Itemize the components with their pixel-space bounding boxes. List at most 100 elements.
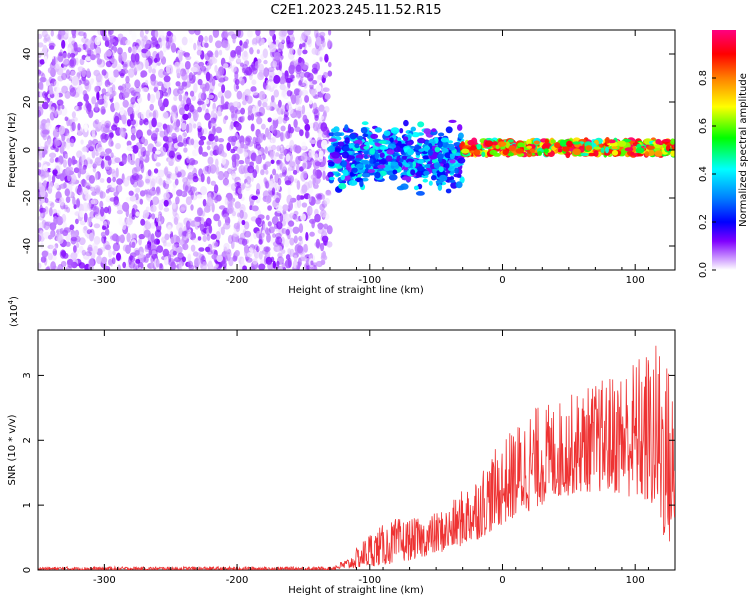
heatmap-cell: [241, 219, 246, 226]
heatmap-cell: [279, 83, 286, 91]
heatmap-cell: [346, 163, 351, 171]
heatmap-cell: [206, 141, 211, 146]
heatmap-cell: [111, 84, 116, 93]
heatmap-cell: [537, 151, 542, 156]
heatmap-cell: [270, 159, 275, 165]
heatmap-cell: [40, 85, 44, 91]
heatmap-cell: [128, 190, 134, 196]
heatmap-cell: [236, 147, 244, 155]
heatmap-cell: [207, 196, 214, 207]
heatmap-cell: [321, 160, 327, 167]
heatmap-cell: [70, 236, 78, 242]
heatmap-cell: [122, 63, 128, 70]
heatmap-cell: [112, 242, 120, 252]
heatmap-cell: [189, 117, 195, 127]
heatmap-cell: [416, 166, 425, 171]
heatmap-cell: [105, 60, 112, 68]
heatmap-cell: [125, 244, 131, 254]
heatmap-cell: [131, 214, 136, 220]
heatmap-cell: [526, 145, 532, 149]
heatmap-cell: [131, 31, 137, 41]
heatmap-cell: [168, 141, 173, 150]
heatmap-cell: [156, 245, 164, 253]
heatmap-cell: [206, 62, 212, 70]
heatmap-cell: [87, 244, 93, 252]
heatmap-cell: [293, 88, 300, 96]
heatmap-cell: [131, 110, 135, 119]
heatmap-cell: [217, 170, 225, 181]
heatmap-cell: [231, 154, 237, 163]
heatmap-cell: [258, 69, 264, 78]
heatmap-cell: [122, 201, 130, 212]
y-tick-label: 0: [22, 567, 33, 573]
heatmap-cell: [41, 30, 48, 38]
heatmap-cell: [412, 161, 416, 168]
heatmap-cell: [84, 122, 88, 133]
heatmap-cell: [176, 222, 184, 232]
heatmap-cell: [64, 90, 71, 99]
heatmap-cell: [165, 242, 172, 247]
heatmap-cell: [151, 68, 156, 75]
heatmap-x-axis-label: Height of straight line (km): [288, 285, 424, 296]
heatmap-cell: [142, 39, 150, 50]
heatmap-cell: [83, 32, 87, 39]
heatmap-cell: [316, 194, 323, 201]
heatmap-cell: [449, 176, 455, 181]
heatmap-cell: [273, 52, 281, 61]
heatmap-cell: [275, 197, 280, 204]
heatmap-cell: [286, 90, 293, 97]
heatmap-cell: [178, 261, 183, 270]
heatmap-cell: [276, 265, 283, 270]
heatmap-cell: [187, 260, 194, 269]
x-tick-label: -100: [358, 575, 381, 586]
heatmap-cell: [100, 206, 105, 217]
heatmap-cell: [157, 169, 165, 178]
heatmap-cell: [276, 159, 282, 165]
heatmap-cell: [65, 196, 71, 204]
heatmap-cell: [146, 222, 152, 230]
heatmap-cell: [133, 91, 141, 100]
heatmap-cell: [526, 139, 532, 146]
heatmap-cell: [216, 254, 223, 263]
heatmap-cell: [209, 122, 217, 128]
heatmap-cell: [94, 85, 100, 93]
heatmap-cell: [215, 231, 221, 241]
heatmap-cell: [93, 48, 101, 58]
heatmap-cell: [314, 199, 321, 205]
heatmap-cell: [203, 166, 209, 175]
heatmap-cell: [505, 141, 511, 149]
heatmap-cell: [254, 244, 259, 251]
heatmap-cell: [90, 186, 96, 192]
heatmap-cell: [230, 111, 235, 119]
heatmap-cell: [70, 252, 78, 260]
heatmap-cell: [276, 145, 282, 152]
heatmap-cell: [44, 206, 49, 215]
heatmap-cell: [293, 235, 298, 244]
heatmap-cell: [43, 170, 50, 178]
heatmap-cell: [204, 82, 210, 92]
heatmap-cell: [515, 148, 524, 154]
heatmap-cell: [44, 197, 49, 204]
heatmap-cell: [321, 194, 326, 200]
heatmap-cell: [550, 139, 556, 144]
heatmap-cell: [155, 186, 161, 193]
heatmap-cell: [572, 148, 581, 156]
heatmap-cell: [326, 136, 330, 145]
heatmap-cell: [39, 123, 47, 130]
heatmap-cell: [47, 67, 54, 74]
heatmap-cell: [282, 204, 289, 212]
heatmap-cell: [51, 51, 55, 60]
heatmap-cell: [279, 159, 283, 170]
heatmap-cell: [96, 79, 103, 87]
heatmap-cell: [59, 173, 65, 182]
heatmap-cell: [263, 246, 271, 253]
heatmap-cell: [158, 50, 164, 60]
heatmap-cell: [383, 130, 391, 137]
heatmap-cell: [263, 59, 268, 65]
heatmap-cell: [157, 98, 163, 108]
heatmap-cell: [81, 67, 86, 78]
heatmap-cell: [140, 163, 145, 174]
heatmap-cell: [230, 121, 234, 130]
heatmap-cell: [403, 119, 409, 127]
heatmap-cell: [138, 160, 144, 170]
